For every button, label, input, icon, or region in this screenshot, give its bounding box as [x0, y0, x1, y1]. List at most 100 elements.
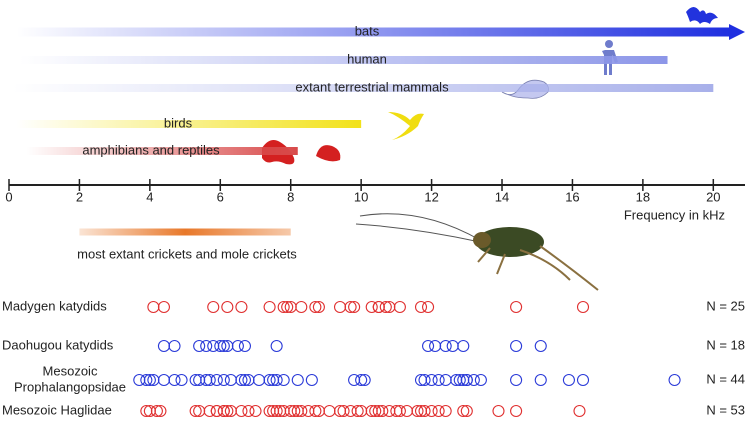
range-bar	[16, 27, 729, 37]
frequency-point	[355, 373, 368, 387]
frequency-point	[379, 300, 392, 314]
frequency-point	[217, 373, 230, 387]
frequency-point	[193, 339, 206, 353]
frequency-point	[467, 373, 480, 387]
frequency-point	[422, 300, 435, 314]
frequency-point	[224, 373, 237, 387]
frequency-point	[323, 404, 336, 418]
series-name: Mesozoic Haglidae	[2, 402, 112, 417]
frequency-point	[263, 373, 276, 387]
bird-icon	[388, 112, 424, 140]
frequency-point	[263, 300, 276, 314]
range-label: extant terrestrial mammals	[295, 79, 449, 94]
frequency-point	[238, 339, 251, 353]
frequency-point	[439, 404, 452, 418]
frequency-point	[510, 339, 523, 353]
x-tick-label: 6	[217, 189, 224, 204]
frequency-point	[418, 404, 431, 418]
frequency-point	[295, 300, 308, 314]
frequency-point	[242, 404, 255, 418]
frequency-point	[270, 339, 283, 353]
frequency-point	[358, 373, 371, 387]
frequency-point	[203, 404, 216, 418]
frequency-point	[432, 373, 445, 387]
frequency-point	[446, 339, 459, 353]
x-tick-label: 16	[565, 189, 579, 204]
range-bar	[16, 120, 362, 128]
series-name: Daohugou katydids	[2, 337, 114, 352]
frequency-point	[277, 300, 290, 314]
range-label: human	[347, 51, 387, 66]
x-tick-label: 10	[354, 189, 368, 204]
range-label: bats	[355, 23, 380, 38]
range-arrow	[729, 24, 745, 40]
frequency-point	[235, 404, 248, 418]
frequency-point	[168, 339, 181, 353]
x-tick-label: 18	[636, 189, 650, 204]
frequency-point	[189, 404, 202, 418]
frequency-point	[510, 404, 523, 418]
frequency-point	[474, 373, 487, 387]
frequency-point	[221, 404, 234, 418]
series-name: Mesozoic	[43, 363, 98, 378]
series-count: N = 25	[706, 298, 745, 313]
frequency-point	[277, 373, 290, 387]
frequency-point	[333, 300, 347, 314]
frequency-point	[393, 404, 406, 418]
frequency-point	[140, 373, 153, 387]
bat-icon	[686, 7, 718, 24]
frequency-point	[457, 339, 470, 353]
frequency-point	[281, 300, 294, 314]
frequency-point	[305, 373, 318, 387]
frequency-point	[576, 300, 590, 314]
x-axis-label: Frequency in kHz	[624, 207, 725, 222]
range-bar	[12, 84, 714, 92]
frequency-point	[400, 404, 413, 418]
frequency-point	[157, 339, 170, 353]
frequency-point	[157, 373, 170, 387]
range-bar	[26, 147, 298, 155]
range-label: most extant crickets and mole crickets	[77, 246, 297, 261]
frequency-point	[393, 300, 406, 314]
frequency-point	[309, 300, 322, 314]
frequency-point	[460, 373, 473, 387]
frequency-point	[295, 404, 308, 418]
frequency-point	[351, 404, 364, 418]
frequency-point	[150, 404, 163, 418]
frequency-point	[510, 300, 523, 314]
frequency-point	[573, 404, 586, 418]
frequency-point	[337, 404, 350, 418]
range-bar	[19, 56, 668, 64]
frequency-point	[249, 404, 262, 418]
frequency-point	[312, 300, 325, 314]
frequency-point	[231, 339, 244, 353]
series-name: Madygen katydids	[2, 298, 107, 313]
frequency-point	[154, 404, 167, 418]
frequency-point	[344, 300, 357, 314]
frequency-point	[369, 404, 382, 418]
frequency-point	[457, 404, 470, 418]
frequency-point	[270, 373, 283, 387]
frequency-point	[534, 373, 547, 387]
frequency-point	[235, 300, 248, 314]
frequency-point	[510, 373, 523, 387]
frequency-point	[291, 373, 304, 387]
frequency-point	[348, 300, 361, 314]
x-tick-label: 14	[495, 189, 509, 204]
frequency-point	[439, 373, 452, 387]
frequency-point	[238, 373, 251, 387]
frequency-point	[157, 300, 170, 314]
frequency-point	[214, 339, 227, 353]
frequency-point	[429, 339, 442, 353]
frequency-point	[492, 404, 505, 418]
series-count: N = 53	[706, 402, 745, 417]
frequency-point	[534, 339, 547, 353]
frequency-point	[221, 300, 234, 314]
frequency-point	[439, 339, 452, 353]
frequency-point	[411, 404, 424, 418]
frequency-point	[422, 339, 435, 353]
frequency-point	[175, 373, 188, 387]
frequency-point	[200, 339, 213, 353]
frequency-point	[270, 404, 283, 418]
frequency-point	[460, 404, 473, 418]
